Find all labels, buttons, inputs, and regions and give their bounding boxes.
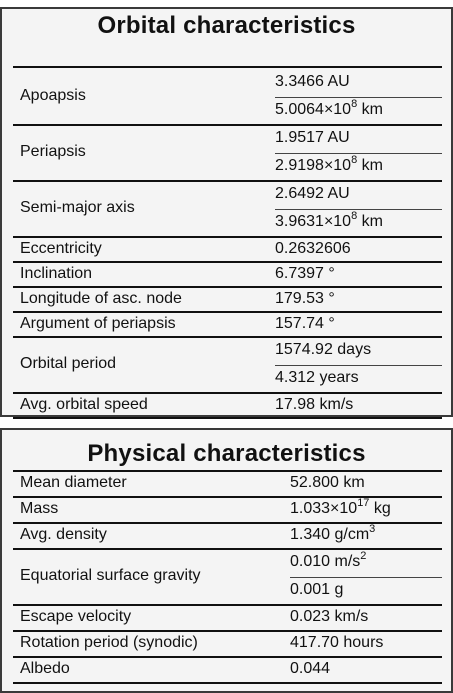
row-separator (13, 124, 442, 126)
value-base: 0.010 m/s (290, 553, 361, 570)
row-label: Inclination (20, 264, 93, 282)
row-value: 2.9198×108 km (275, 153, 383, 175)
row-value: 0.044 (290, 660, 331, 677)
row-value: 0.023 km/s (290, 608, 369, 625)
table-row-escape-velocity: Escape velocity 0.023 km/s (13, 605, 442, 632)
row-separator (13, 548, 442, 550)
value-exponent: 3 (369, 522, 376, 535)
table-top-separator (13, 66, 442, 68)
row-value: 157.74 ° (275, 314, 335, 332)
row-label: Equatorial surface gravity (20, 567, 201, 584)
row-label: Semi-major axis (20, 199, 135, 216)
row-separator (13, 604, 442, 606)
row-value: 1.340 g/cm3 (290, 522, 376, 544)
row-value: 1.033×1017 kg (290, 496, 391, 518)
physical-characteristics-title: Physical characteristics (87, 440, 366, 467)
row-separator (13, 417, 442, 419)
value-exponent: 2 (360, 549, 367, 562)
value-exponent: 8 (351, 153, 358, 166)
orbital-characteristics-title: Orbital characteristics (97, 12, 356, 39)
table-row-orbital-period: Orbital period 1574.92 days 4.312 years (13, 337, 442, 394)
row-separator (13, 392, 442, 394)
row-separator (13, 180, 442, 182)
table-top-separator (13, 470, 442, 472)
row-label: Argument of periapsis (20, 314, 176, 332)
value-exponent: 8 (351, 97, 358, 110)
value-base: 5.0064×10 (275, 101, 352, 118)
row-value: 417.70 hours (290, 634, 384, 651)
row-label: Albedo (20, 660, 70, 677)
table-row-apoapsis: Apoapsis 3.3466 AU 5.0064×108 km (13, 69, 442, 126)
row-separator (13, 656, 442, 658)
table-row-periapsis: Periapsis 1.9517 AU 2.9198×108 km (13, 125, 442, 182)
row-separator (13, 682, 442, 684)
table-row-mean-diameter: Mean diameter 52.800 km (13, 471, 442, 498)
value-unit: km (357, 213, 383, 230)
row-label: Eccentricity (20, 239, 102, 257)
row-value: 4.312 years (275, 369, 359, 386)
table-row-argument-of-periapsis: Argument of periapsis 157.74 ° (13, 312, 442, 338)
row-value: 52.800 km (290, 474, 365, 491)
value-exponent: 8 (351, 209, 358, 222)
row-value: 5.0064×108 km (275, 97, 383, 119)
value-base: 3.9631×10 (275, 213, 352, 230)
row-value: 1574.92 days (275, 341, 372, 358)
row-label: Mean diameter (20, 474, 127, 491)
row-label: Apoapsis (20, 87, 86, 104)
table-row-equatorial-surface-gravity: Equatorial surface gravity 0.010 m/s2 0.00… (13, 549, 442, 606)
row-value: 6.7397 ° (275, 264, 335, 282)
value-base: 2.9198×10 (275, 157, 352, 174)
row-separator (13, 336, 442, 338)
table-row-albedo: Albedo 0.044 (13, 657, 442, 684)
value-base: 1.033×10 (290, 500, 358, 517)
value-unit: km (357, 157, 383, 174)
row-value: 3.3466 AU (275, 73, 350, 90)
row-value: 179.53 ° (275, 289, 335, 307)
physical-characteristics-panel: Physical characteristics Mean diameter 52… (0, 428, 453, 693)
value-exponent: 17 (357, 496, 370, 509)
value-unit: km (357, 101, 383, 118)
row-label: Orbital period (20, 355, 117, 372)
sub-row-separator (275, 209, 442, 210)
row-label: Escape velocity (20, 608, 132, 625)
row-label: Rotation period (synodic) (20, 634, 198, 651)
row-separator (13, 286, 442, 288)
row-label: Avg. orbital speed (20, 395, 148, 413)
table-row-longitude-of-asc-node: Longitude of asc. node 179.53 ° (13, 287, 442, 313)
sub-row-separator (275, 97, 442, 98)
row-separator (13, 236, 442, 238)
table-row-mass: Mass 1.033×1017 kg (13, 496, 442, 524)
table-row-avg-orbital-speed: Avg. orbital speed 17.98 km/s (13, 393, 442, 419)
table-row-rotation-period-synodic: Rotation period (synodic) 417.70 hours (13, 631, 442, 658)
row-value: 0.2632606 (275, 239, 351, 257)
row-value: 3.9631×108 km (275, 209, 383, 231)
sub-row-separator (275, 153, 442, 154)
row-value: 1.9517 AU (275, 129, 350, 146)
row-separator (13, 261, 442, 263)
value-unit: kg (369, 500, 391, 517)
row-label: Longitude of asc. node (20, 289, 182, 307)
row-value: 17.98 km/s (275, 395, 354, 413)
table-row-avg-density: Avg. density 1.340 g/cm3 (13, 522, 442, 550)
table-row-inclination: Inclination 6.7397 ° (13, 262, 442, 288)
row-separator (13, 496, 442, 498)
row-separator (13, 522, 442, 524)
row-value: 2.6492 AU (275, 185, 350, 202)
row-label: Periapsis (20, 143, 86, 160)
row-separator (13, 630, 442, 632)
sub-row-separator (290, 577, 442, 578)
value-base: 1.340 g/cm (290, 526, 370, 543)
row-label: Mass (20, 500, 59, 517)
row-separator (13, 311, 442, 313)
row-label: Avg. density (20, 526, 107, 543)
row-value: 0.001 g (290, 581, 344, 598)
table-row-semi-major-axis: Semi-major axis 2.6492 AU 3.9631×108 km (13, 181, 442, 238)
orbital-characteristics-panel: Orbital characteristics Apoapsis 3.3466 A… (0, 7, 453, 419)
row-value: 0.010 m/s2 (290, 549, 367, 571)
sub-row-separator (275, 365, 442, 366)
table-row-eccentricity: Eccentricity 0.2632606 (13, 237, 442, 263)
